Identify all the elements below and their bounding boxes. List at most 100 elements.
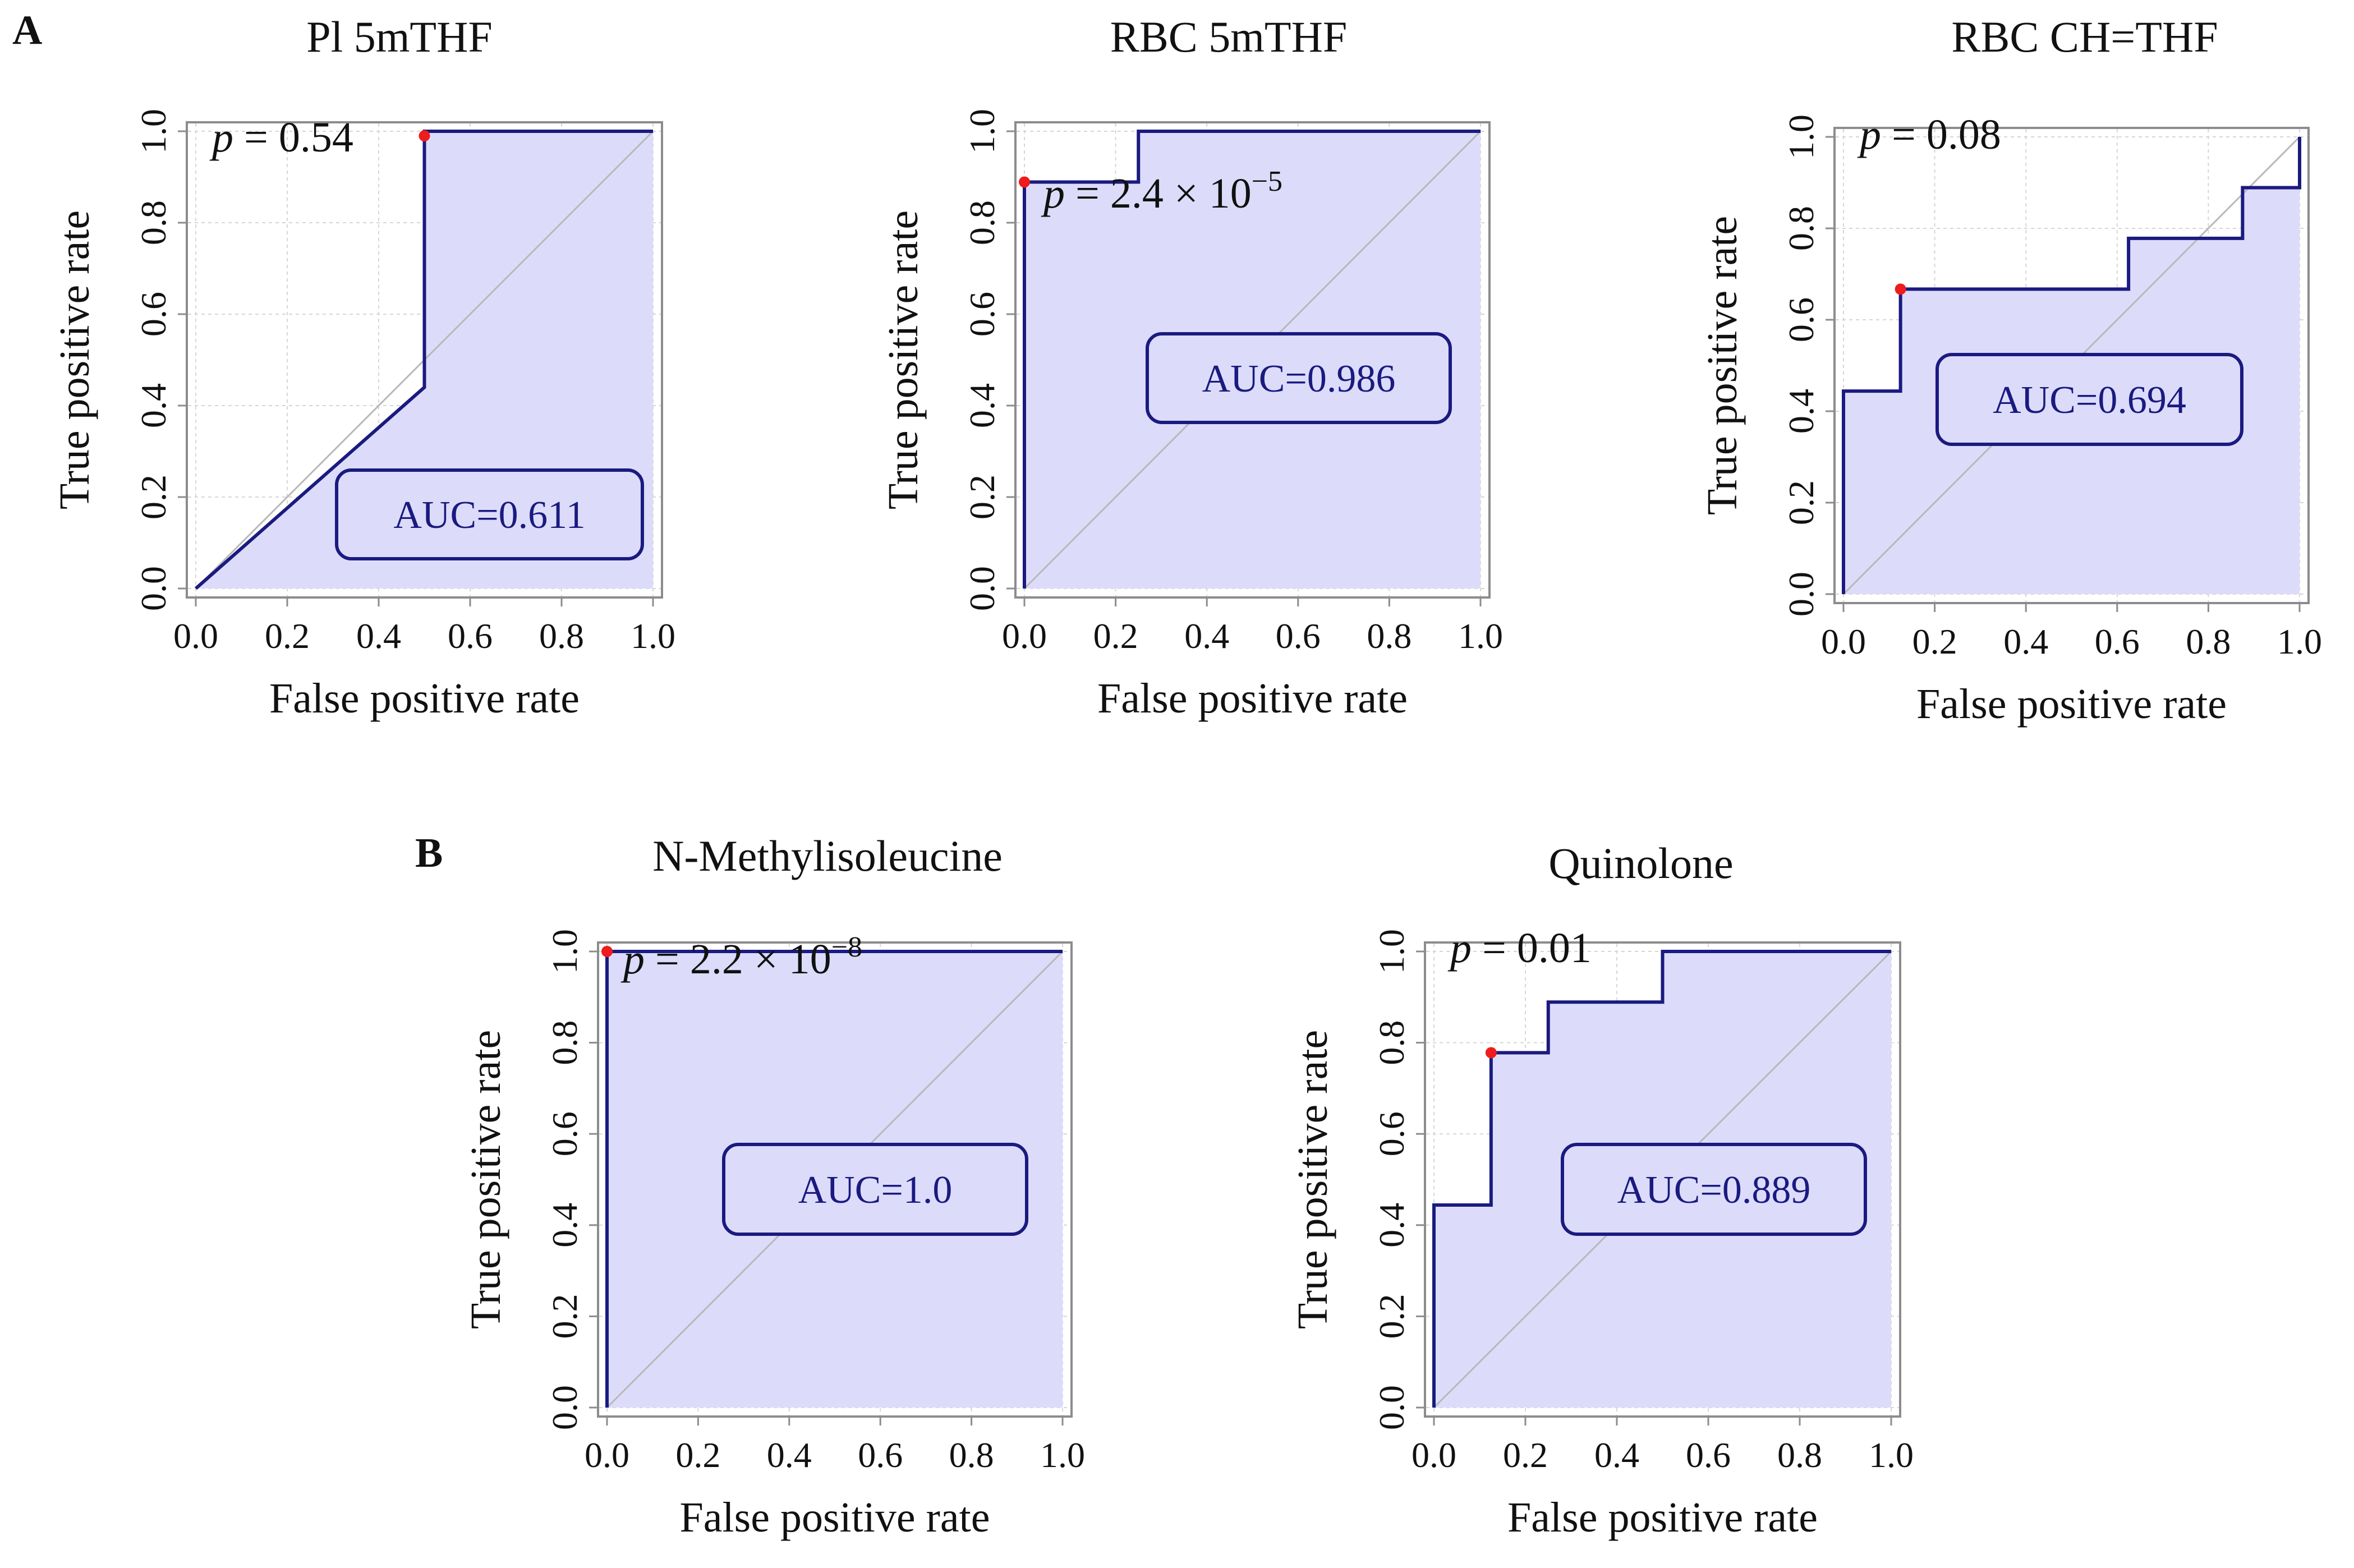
auc-label: AUC=0.611 bbox=[393, 494, 585, 537]
auc-box bbox=[1935, 353, 2243, 446]
chart-pl-5mthf: Pl 5mTHF 0.00.0 0.2 0.2 0.4 0.4 0.6 0.6 0.8 0.8 1.… bbox=[51, 12, 675, 722]
p-symbol: p bbox=[209, 114, 233, 161]
optimal-point bbox=[1895, 283, 1906, 295]
y-tick-label: 1.0 bbox=[1781, 114, 1821, 159]
y-tick-label: 0.4 bbox=[962, 383, 1002, 428]
chart-title: RBC CH=THF bbox=[1951, 12, 2218, 61]
auc-box bbox=[335, 468, 644, 560]
p-exponent: −5 bbox=[1252, 165, 1282, 197]
y-tick-label: 0.0 bbox=[1781, 572, 1821, 617]
x-tick-label: 1.0 bbox=[2277, 622, 2322, 661]
y-tick-label: 0.6 bbox=[545, 1111, 585, 1156]
x-tick-label: 0.6 bbox=[1276, 616, 1321, 656]
optimal-point bbox=[1485, 1047, 1497, 1059]
x-tick-label: 0.6 bbox=[448, 616, 493, 656]
roc-curve bbox=[1842, 137, 2301, 594]
x-tick-label: 0.2 bbox=[1912, 622, 1957, 661]
p-symbol: p bbox=[620, 936, 645, 983]
y-tick-label: 0.8 bbox=[1372, 1020, 1412, 1065]
x-tick-label: 1.0 bbox=[1458, 616, 1503, 656]
x-tick-label: 0.6 bbox=[1686, 1435, 1731, 1475]
y-tick-label: 0.4 bbox=[1372, 1203, 1412, 1248]
x-tick-label: 0.0 bbox=[173, 616, 218, 656]
y-tick-label: 0.0 bbox=[962, 566, 1002, 611]
y-tick-label: 0.4 bbox=[1781, 389, 1821, 434]
p-symbol: p bbox=[1857, 111, 1881, 158]
y-tick-label: 0.2 bbox=[1372, 1294, 1412, 1339]
y-tick-label: 0.6 bbox=[134, 292, 173, 337]
x-tick-label: 1.0 bbox=[631, 616, 675, 656]
x-tick-label: 0.8 bbox=[2186, 622, 2231, 661]
auc-box bbox=[1561, 1143, 1867, 1236]
y-tick-label: 0.4 bbox=[134, 383, 173, 428]
x-tick-label: 0.2 bbox=[265, 616, 310, 656]
p-value: = 2.2 × 10 bbox=[645, 936, 831, 983]
optimal-point bbox=[419, 130, 430, 142]
y-tick-label: 1.0 bbox=[134, 109, 173, 154]
y-tick-label: 0.6 bbox=[1372, 1111, 1412, 1156]
y-tick-label: 0.0 bbox=[545, 1385, 585, 1430]
auc-label: AUC=1.0 bbox=[798, 1169, 953, 1212]
y-axis-label: True positive rate bbox=[1289, 1030, 1336, 1329]
y-tick-label: 1.0 bbox=[962, 109, 1002, 154]
y-tick-label: 0.2 bbox=[134, 475, 173, 519]
y-tick-label: 1.0 bbox=[545, 929, 585, 974]
chart-title: RBC 5mTHF bbox=[1110, 12, 1348, 61]
x-tick-label: 0.8 bbox=[539, 616, 584, 656]
x-axis-label: False positive rate bbox=[1916, 680, 2227, 728]
chart-title: Quinolone bbox=[1548, 839, 1733, 888]
y-tick-label: 0.8 bbox=[962, 200, 1002, 245]
auc-box bbox=[722, 1143, 1028, 1236]
y-tick-label: 0.8 bbox=[545, 1020, 585, 1065]
p-symbol: p bbox=[1041, 170, 1065, 217]
roc-curve bbox=[195, 130, 653, 590]
p-value: = 0.54 bbox=[233, 114, 353, 161]
y-tick-label: 0.2 bbox=[1781, 480, 1821, 525]
x-tick-label: 0.8 bbox=[1777, 1435, 1822, 1475]
optimal-point bbox=[1019, 176, 1030, 188]
x-axis-label: False positive rate bbox=[1097, 675, 1408, 722]
y-tick-label: 0.4 bbox=[545, 1203, 585, 1248]
y-tick-label: 0.0 bbox=[1372, 1385, 1412, 1430]
y-axis-label: True positive rate bbox=[880, 210, 927, 509]
y-tick-label: 0.8 bbox=[134, 200, 173, 245]
panel-label-b: B bbox=[415, 830, 443, 876]
auc-label: AUC=0.889 bbox=[1617, 1169, 1811, 1212]
roc-curve bbox=[1432, 950, 1891, 1408]
p-symbol: p bbox=[1447, 925, 1472, 972]
panel-label-a: A bbox=[12, 7, 42, 53]
y-axis-label: True positive rate bbox=[462, 1030, 509, 1329]
chart-title: N-Methylisoleucine bbox=[652, 831, 1003, 880]
x-tick-label: 0.0 bbox=[1002, 616, 1047, 656]
p-value: = 2.4 × 10 bbox=[1065, 170, 1252, 217]
p-value: = 0.01 bbox=[1472, 925, 1592, 972]
p-value-text: p = 0.01 bbox=[1447, 925, 1592, 972]
y-axis-label: True positive rate bbox=[1699, 216, 1746, 515]
x-tick-label: 0.0 bbox=[585, 1435, 629, 1475]
roc-charts: Pl 5mTHF0.00.00.20.20.40.40.60.60.80.81.… bbox=[51, 12, 2322, 1541]
x-tick-label: 0.4 bbox=[1594, 1435, 1639, 1475]
y-tick-label: 0.0 bbox=[134, 566, 173, 611]
x-tick-label: 0.4 bbox=[767, 1435, 812, 1475]
p-value-text: p = 0.54 bbox=[209, 114, 353, 161]
x-tick-label: 1.0 bbox=[1869, 1435, 1914, 1475]
x-axis-label: False positive rate bbox=[1507, 1494, 1818, 1541]
x-tick-label: 0.6 bbox=[858, 1435, 903, 1475]
x-tick-label: 0.2 bbox=[1093, 616, 1138, 656]
x-axis-label: False positive rate bbox=[269, 675, 580, 722]
y-tick-label: 0.2 bbox=[962, 475, 1002, 519]
x-tick-label: 1.0 bbox=[1040, 1435, 1085, 1475]
x-tick-label: 0.6 bbox=[2095, 622, 2140, 661]
y-tick-label: 0.2 bbox=[545, 1294, 585, 1339]
x-tick-label: 0.2 bbox=[1503, 1435, 1548, 1475]
y-tick-label: 1.0 bbox=[1372, 929, 1412, 974]
x-tick-label: 0.2 bbox=[675, 1435, 720, 1475]
x-tick-label: 0.4 bbox=[2003, 622, 2048, 661]
x-tick-label: 0.8 bbox=[1367, 616, 1412, 656]
chart-rbc-5mthf: RBC 5mTHF 0.00.0 0.2 0.2 0.4 0.4 0.6 0.6 0.8 0.8 1… bbox=[880, 12, 1503, 722]
roc-curve bbox=[1023, 130, 1481, 588]
chart-rbc-ch-thf: RBC CH=THF 0.00.0 0.2 0.2 0.4 0.4 0.6 0.6 0.8 0.8… bbox=[1699, 12, 2322, 728]
x-tick-label: 0.8 bbox=[949, 1435, 994, 1475]
p-value-text: p = 0.08 bbox=[1857, 111, 2001, 158]
